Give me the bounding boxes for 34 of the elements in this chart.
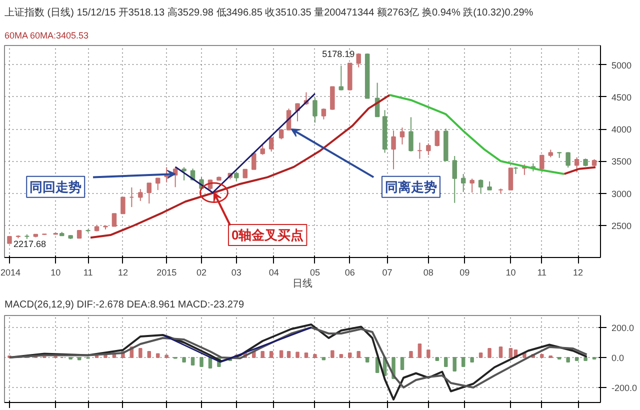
y-tick-label: 0.0 — [612, 353, 624, 363]
chart-title: 上证指数 (日线) 15/12/15 开3518.13 高3529.98 低3496.85 收3510.35 量200471344 额2763亿 换0.94% 跌(10.32)0.29% — [4, 6, 534, 18]
x-tick-label: 03 — [231, 268, 242, 278]
x-tick-label: 10 — [50, 268, 61, 278]
y-tick-label: 3500 — [612, 156, 632, 167]
y-tick-label: 5000 — [612, 60, 632, 70]
x-tick-label: 12 — [573, 268, 584, 278]
annotation: 同离走势 — [384, 179, 437, 194]
x-tick-label: 06 — [344, 268, 355, 278]
chart-subtitle: 60MA 60MA:3405.53 — [4, 30, 89, 40]
x-tick-label: 11 — [537, 268, 547, 278]
y-tick-label: 200.0 — [612, 323, 634, 333]
y-tick-label: 3000 — [612, 188, 632, 199]
y-tick-label: 2500 — [612, 220, 632, 231]
x-tick-label: 05 — [310, 268, 320, 278]
x-tick-label: 08 — [423, 268, 434, 278]
x-tick-label: 2014 — [0, 268, 21, 278]
x-tick-label: 12 — [118, 268, 128, 278]
x-tick-label: 11 — [83, 268, 93, 278]
x-tick-label: 04 — [268, 268, 279, 278]
chart-title: MACD(26,12,9) DIF:-2.678 DEA:8.961 MACD:-23.279 — [4, 300, 244, 310]
x-tick-label: 02 — [196, 268, 207, 278]
x-axis-title: 日线 — [292, 278, 312, 290]
x-tick-label: 09 — [460, 268, 470, 278]
x-tick-label: 10 — [506, 268, 516, 278]
annotation: 同回走势 — [30, 179, 82, 194]
y-tick-label: 4500 — [612, 92, 632, 102]
annotation: 0轴金叉买点 — [231, 228, 304, 243]
y-tick-label: 4000 — [612, 124, 632, 135]
annotation: 5178.19 — [322, 48, 355, 59]
x-tick-label: 07 — [382, 268, 392, 278]
y-tick-label: -200.0 — [612, 383, 638, 393]
x-tick-label: 2015 — [156, 268, 177, 278]
annotation: 2217.68 — [13, 239, 46, 250]
